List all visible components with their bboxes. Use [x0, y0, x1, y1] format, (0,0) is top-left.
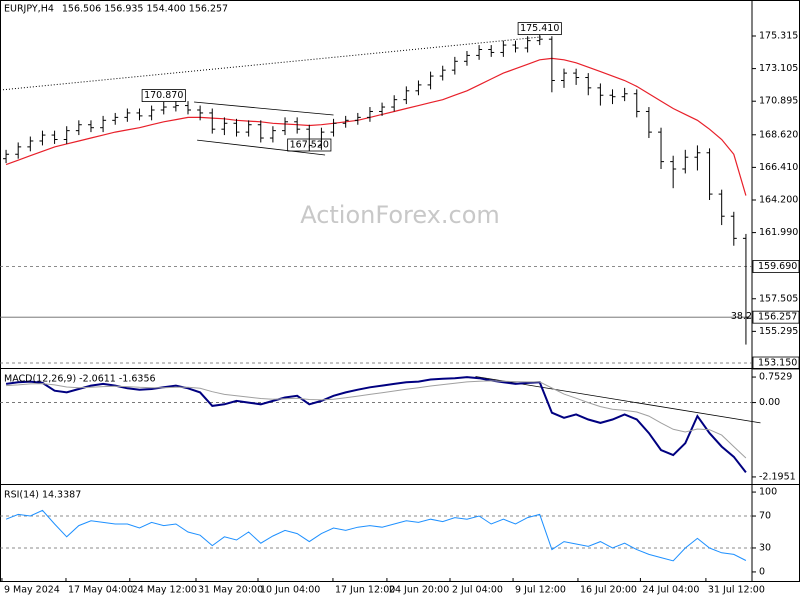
panel-subtitle: 156.506 156.935 154.400 156.257: [62, 4, 228, 15]
x-tick-label: 9 Jul 12:00: [515, 585, 566, 596]
level-label: 156.257: [758, 312, 797, 323]
annotation: 38.2: [731, 311, 752, 322]
y-tick-label: 100: [759, 487, 777, 498]
level-label-box: [752, 260, 800, 273]
y-tick-label: 161.990: [759, 227, 798, 238]
x-tick-label: 10 Jun 04:00: [260, 585, 320, 596]
y-tick-label: 0: [759, 566, 765, 577]
x-tick-label: 24 May 12:00: [132, 585, 197, 596]
x-tick-label: 16 Jul 20:00: [580, 585, 637, 596]
plot-frame: [0, 0, 800, 582]
y-tick-label: 0.7529: [759, 372, 792, 383]
x-tick-label: 9 May 2024: [4, 585, 60, 596]
indicator-line: [6, 380, 747, 459]
annotation: 175.410: [520, 23, 559, 34]
y-tick-label: 170.895: [759, 96, 798, 107]
trendline: [197, 139, 326, 156]
y-tick-label: 168.620: [759, 129, 798, 140]
panel-title: EURJPY,H4: [4, 4, 54, 15]
y-tick-label: 155.295: [759, 326, 798, 337]
annotation-box: [517, 22, 562, 35]
y-tick-label: 0.00: [759, 397, 780, 408]
y-tick-label: 173.105: [759, 63, 798, 74]
annotation: 170.870: [144, 90, 183, 101]
y-tick-label: 157.505: [759, 293, 798, 304]
trendline: [194, 101, 334, 116]
x-tick-label: 2 Jul 04:00: [452, 585, 503, 596]
y-tick-label: 164.200: [759, 194, 798, 205]
trendline: [0, 36, 542, 91]
level-label: 159.690: [758, 261, 797, 272]
annotation: 167.520: [290, 140, 329, 151]
indicator-line: [5, 376, 747, 474]
moving-average: [5, 57, 747, 196]
y-tick-label: 175.315: [759, 30, 798, 41]
x-tick-label: 24 Jul 04:00: [642, 585, 699, 596]
level-label-box: [752, 310, 800, 324]
y-tick-label: 166.410: [759, 162, 798, 173]
y-tick-label: 30: [759, 542, 771, 553]
panel-title: MACD(12,26,9) -2.0611 -1.6356: [4, 374, 156, 385]
x-tick-label: 24 Jun 20:00: [389, 585, 449, 596]
annotation-box: [287, 138, 332, 152]
annotation-box: [141, 89, 186, 102]
x-tick-label: 17 May 04:00: [68, 585, 133, 596]
indicator-line: [5, 509, 747, 562]
x-tick-label: 17 Jun 12:00: [335, 585, 395, 596]
watermark: ActionForex.com: [300, 201, 500, 229]
y-tick-label: 70: [759, 511, 771, 522]
x-tick-label: 31 Jul 12:00: [708, 585, 765, 596]
y-tick-label: -2.1951: [759, 471, 796, 482]
level-label-box: [752, 356, 800, 370]
panel-title: RSI(14) 14.3387: [4, 490, 81, 501]
x-tick-label: 31 May 20:00: [198, 585, 263, 596]
level-label: 153.150: [758, 358, 797, 369]
